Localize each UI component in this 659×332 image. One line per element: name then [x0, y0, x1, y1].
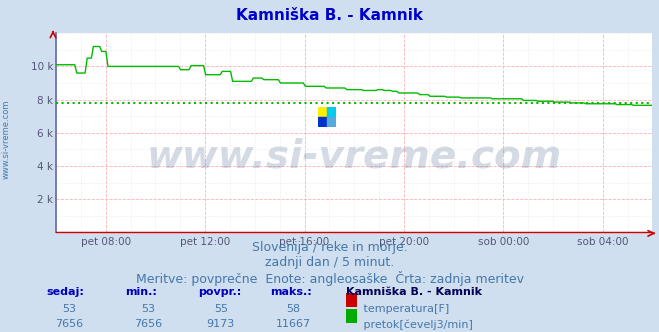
Text: Meritve: povprečne  Enote: angleosaške  Črta: zadnja meritev: Meritve: povprečne Enote: angleosaške Čr…	[136, 271, 523, 286]
Bar	[328, 117, 337, 127]
Text: Kamniška B. - Kamnik: Kamniška B. - Kamnik	[236, 8, 423, 23]
Text: pretok[čevelj3/min]: pretok[čevelj3/min]	[360, 319, 473, 330]
Text: www.si-vreme.com: www.si-vreme.com	[146, 138, 562, 176]
Text: min.:: min.:	[125, 287, 157, 297]
Text: 7656: 7656	[134, 319, 162, 329]
Text: 55: 55	[214, 304, 228, 314]
Bar	[318, 107, 328, 117]
Text: Slovenija / reke in morje.: Slovenija / reke in morje.	[252, 241, 407, 254]
Text: Kamniška B. - Kamnik: Kamniška B. - Kamnik	[346, 287, 482, 297]
Bar	[328, 107, 337, 117]
Text: 7656: 7656	[55, 319, 83, 329]
Text: 53: 53	[62, 304, 76, 314]
Text: maks.:: maks.:	[270, 287, 312, 297]
Bar	[318, 117, 328, 127]
Text: 11667: 11667	[275, 319, 311, 329]
Text: 9173: 9173	[207, 319, 235, 329]
Text: sedaj:: sedaj:	[46, 287, 84, 297]
Text: 58: 58	[286, 304, 301, 314]
Text: temperatura[F]: temperatura[F]	[360, 304, 449, 314]
Text: www.si-vreme.com: www.si-vreme.com	[2, 100, 11, 179]
Text: 53: 53	[141, 304, 156, 314]
Text: povpr.:: povpr.:	[198, 287, 241, 297]
Text: zadnji dan / 5 minut.: zadnji dan / 5 minut.	[265, 256, 394, 269]
